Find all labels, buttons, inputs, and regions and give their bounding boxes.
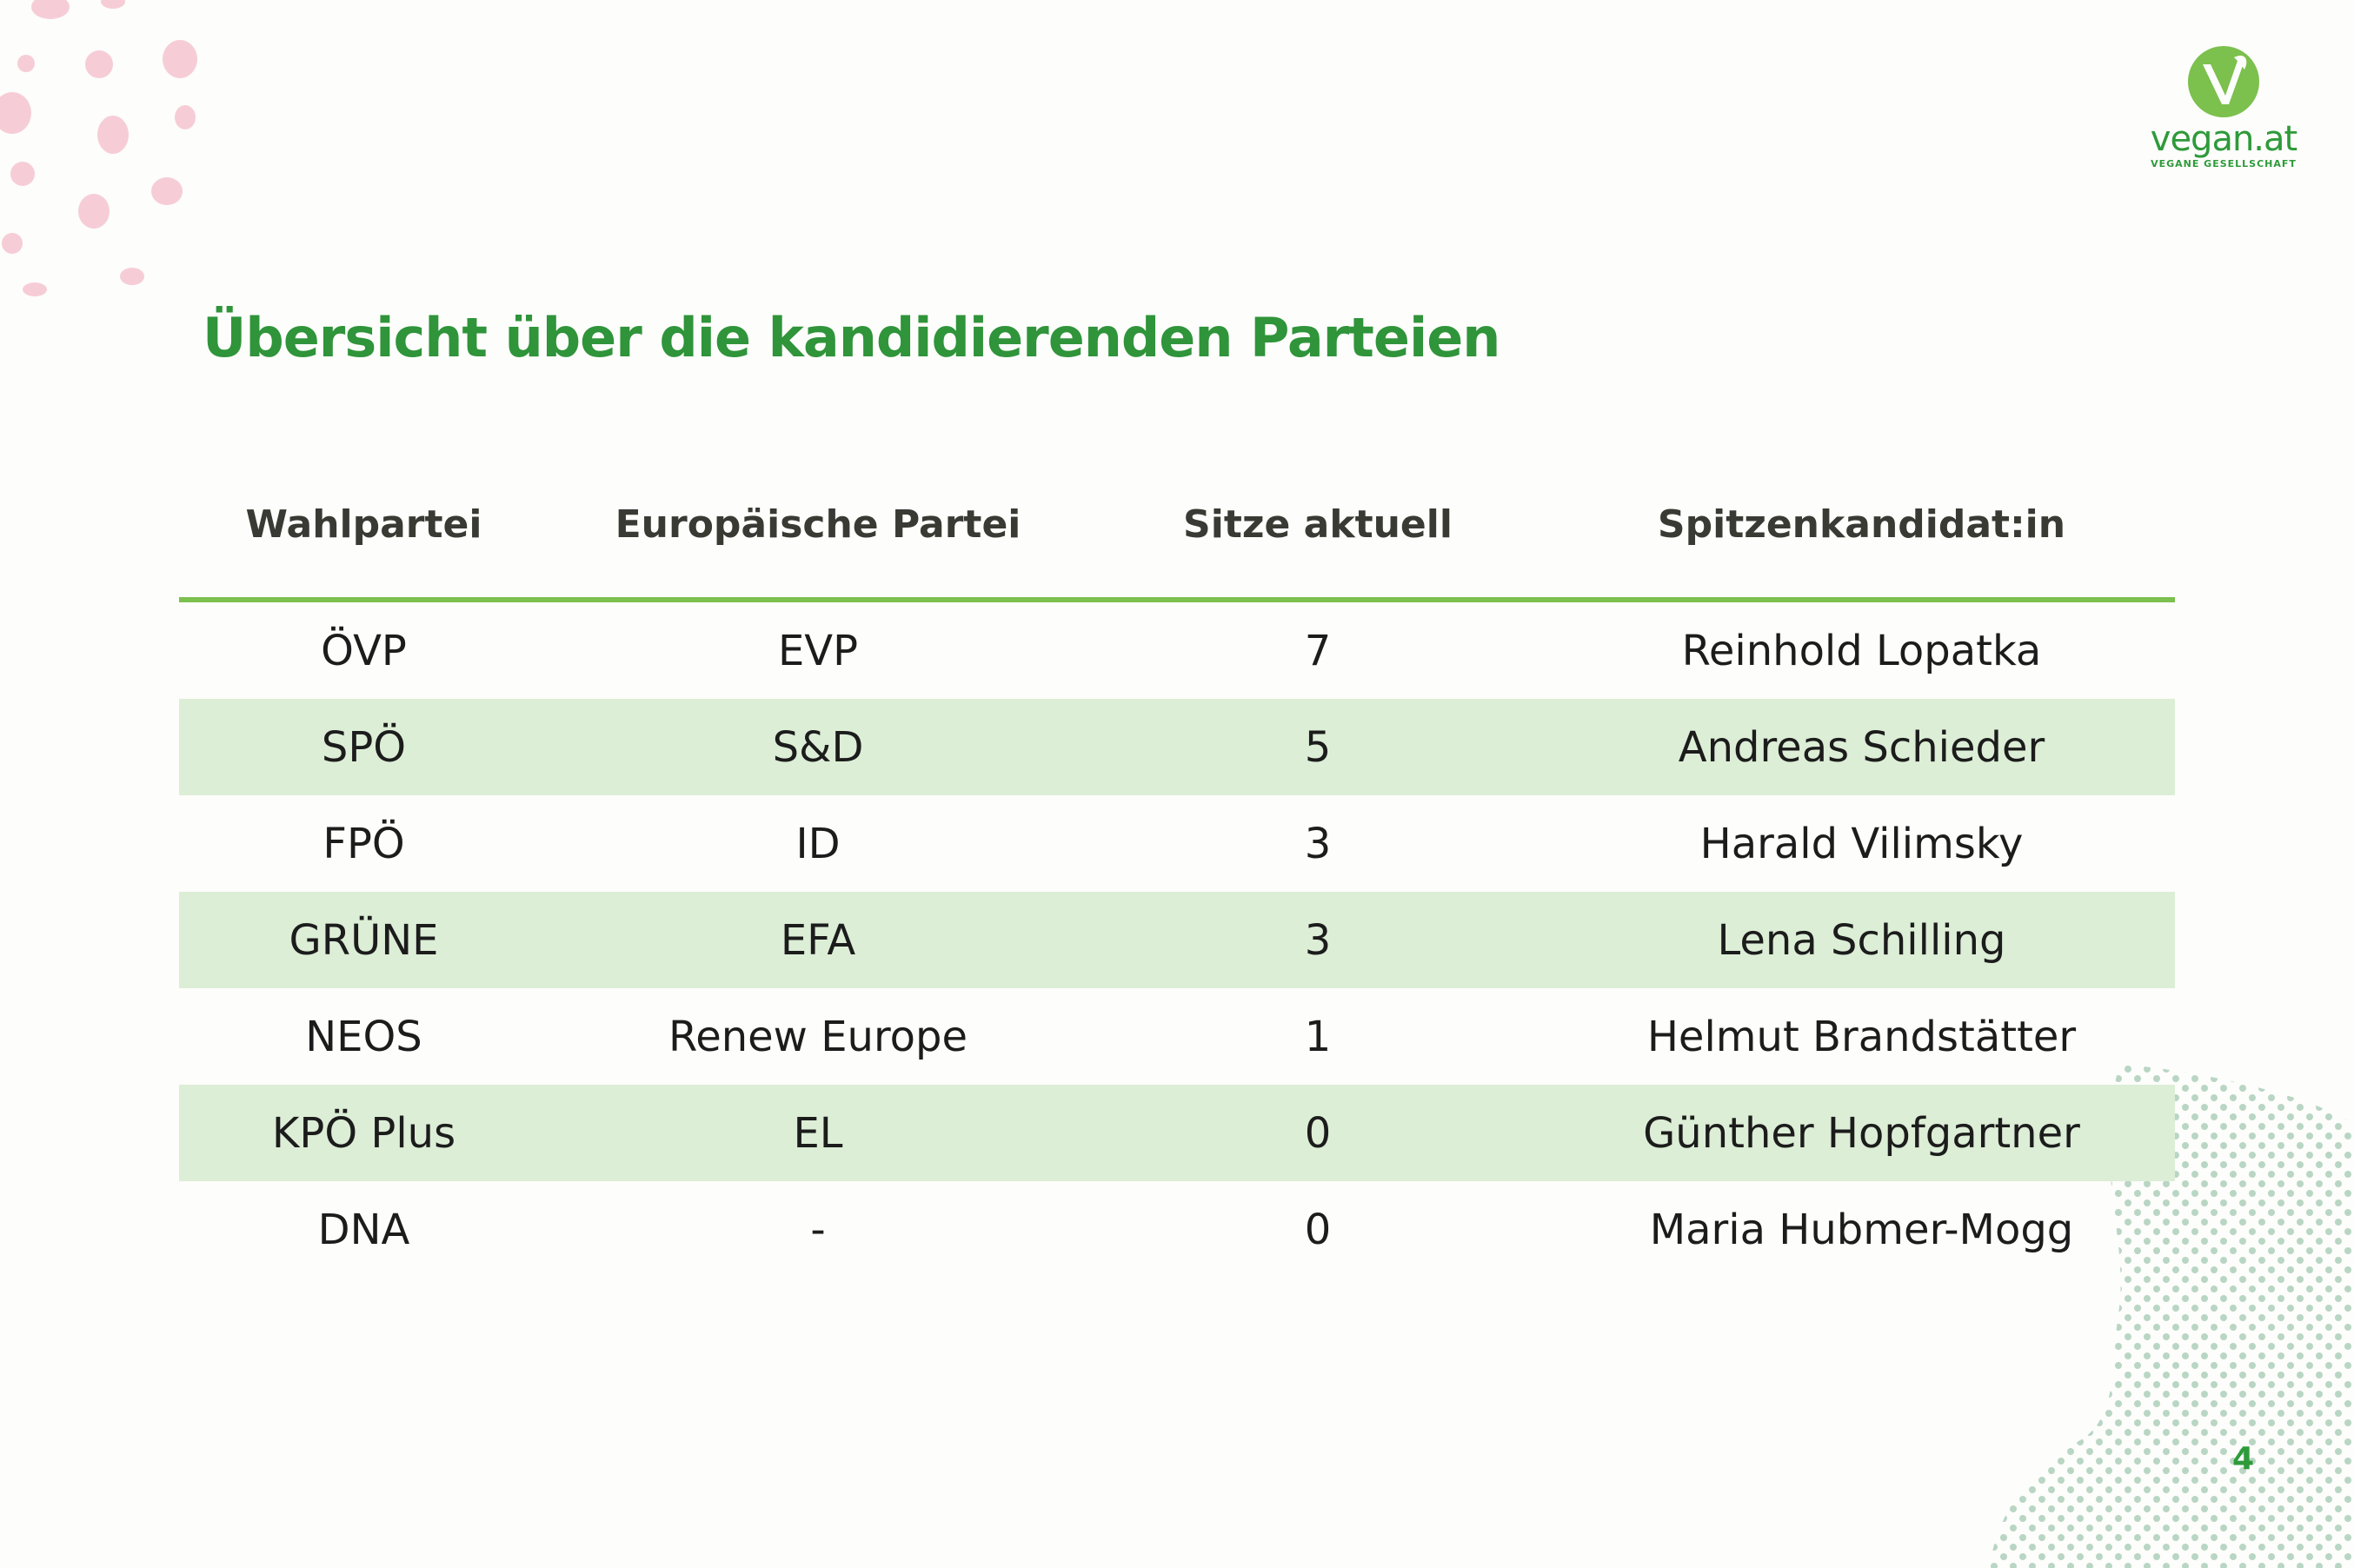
dotted-pattern-decoration: [1989, 1064, 2354, 1568]
cell-europaeische-partei: S&D: [549, 699, 1087, 795]
logo-wordmark: vegan.at: [2150, 119, 2297, 159]
vegan-at-logo[interactable]: vegan.at VEGANE GESELLSCHAFT: [2137, 45, 2311, 176]
cell-wahlpartei: KPÖ Plus: [179, 1085, 549, 1181]
cell-europaeische-partei: ID: [795, 819, 841, 868]
header-wahlpartei: Wahlpartei: [179, 452, 549, 602]
cell-europaeische-partei: EFA: [549, 892, 1087, 988]
page-title: Übersicht über die kandidierenden Partei…: [203, 306, 1500, 369]
pink-dots-decoration: [0, 0, 226, 313]
page-number: 4: [2232, 1441, 2255, 1477]
table-row: ÖVP EVP 7 Reinhold Lopatka: [179, 600, 2175, 699]
cell-sitze: 3: [1087, 892, 1548, 988]
cell-europaeische-partei: EL: [549, 1085, 1087, 1181]
cell-spitzenkandidat: Helmut Brandstätter: [1646, 1012, 2077, 1061]
cell-wahlpartei: SPÖ: [179, 699, 549, 795]
cell-spitzenkandidat: Harald Vilimsky: [1699, 819, 2024, 868]
cell-sitze: 0: [1087, 1085, 1548, 1181]
cell-europaeische-partei: Renew Europe: [668, 1012, 968, 1061]
table-row: DNA - 0 Maria Hubmer-Mogg: [179, 1181, 2175, 1278]
table-row: FPÖ ID 3 Harald Vilimsky: [179, 795, 2175, 892]
cell-wahlpartei: ÖVP: [321, 626, 407, 675]
cell-wahlpartei: FPÖ: [323, 819, 405, 868]
table-header-row: Wahlpartei Europäische Partei Sitze aktu…: [179, 452, 2175, 602]
cell-sitze: 1: [1304, 1012, 1332, 1061]
cell-europaeische-partei: -: [810, 1205, 826, 1254]
cell-spitzenkandidat: Reinhold Lopatka: [1681, 626, 2042, 675]
table-row: SPÖ S&D 5 Andreas Schieder: [179, 699, 2175, 795]
cell-sitze: 5: [1087, 699, 1548, 795]
cell-wahlpartei: DNA: [317, 1205, 410, 1254]
cell-spitzenkandidat: Lena Schilling: [1548, 892, 2175, 988]
parties-table: Wahlpartei Europäische Partei Sitze aktu…: [179, 452, 2175, 1278]
cell-wahlpartei: NEOS: [305, 1012, 422, 1061]
cell-spitzenkandidat: Maria Hubmer-Mogg: [1649, 1205, 2074, 1254]
header-spitzenkandidat: Spitzenkandidat:in: [1548, 452, 2175, 602]
cell-europaeische-partei: EVP: [777, 626, 859, 675]
table-row: NEOS Renew Europe 1 Helmut Brandstätter: [179, 988, 2175, 1085]
logo-v-leaf-icon: [2188, 46, 2259, 117]
table-row: GRÜNE EFA 3 Lena Schilling: [179, 892, 2175, 988]
cell-sitze: 3: [1304, 819, 1332, 868]
cell-sitze: 7: [1304, 626, 1332, 675]
header-europaeische-partei: Europäische Partei: [549, 452, 1087, 602]
cell-sitze: 0: [1304, 1205, 1332, 1254]
logo-tagline: VEGANE GESELLSCHAFT: [2151, 158, 2297, 169]
cell-spitzenkandidat: Günther Hopfgartner: [1548, 1085, 2175, 1181]
cell-spitzenkandidat: Andreas Schieder: [1548, 699, 2175, 795]
cell-wahlpartei: GRÜNE: [179, 892, 549, 988]
table-row: KPÖ Plus EL 0 Günther Hopfgartner: [179, 1085, 2175, 1181]
header-sitze-aktuell: Sitze aktuell: [1087, 452, 1548, 602]
